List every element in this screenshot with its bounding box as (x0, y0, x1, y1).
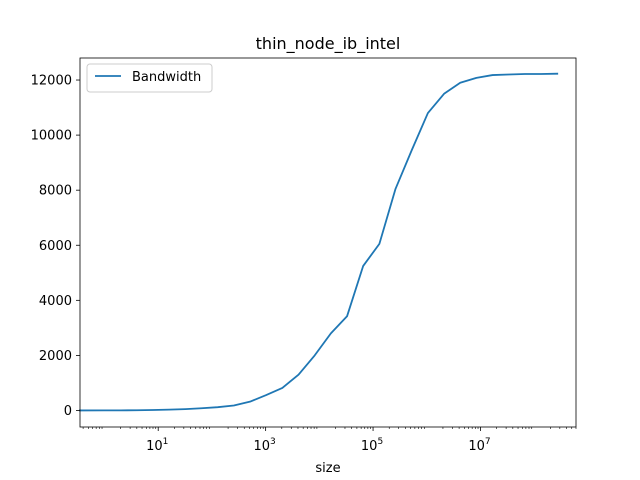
y-tick-label: 2000 (39, 349, 72, 364)
legend-box (86, 63, 213, 93)
y-tick-label: 6000 (39, 239, 72, 254)
x-axis-ticks: 101 103 105 107 (82, 427, 577, 454)
x-tick-label: 107 (468, 437, 490, 454)
y-tick-label: 8000 (39, 184, 72, 199)
x-tick-label: 105 (361, 437, 383, 454)
y-tick-label: 4000 (39, 294, 72, 309)
plot-background (80, 58, 576, 427)
chart-title: thin_node_ib_intel (256, 34, 401, 54)
x-tick-label: 103 (253, 437, 275, 454)
series-line-bandwidth (79, 72, 559, 412)
y-axis-ticks: 0 2000 4000 6000 8000 10000 12000 (31, 74, 80, 419)
y-tick-label: 0 (64, 404, 72, 419)
plot-area (79, 57, 577, 428)
y-tick-label: 12000 (31, 74, 72, 89)
legend-label-bandwidth: Bandwidth (132, 70, 201, 85)
x-tick-label: 101 (146, 437, 168, 454)
legend: Bandwidth (86, 63, 213, 93)
axes-frame (79, 57, 577, 428)
y-tick-label: 10000 (31, 129, 72, 144)
x-axis-title: size (315, 461, 340, 476)
